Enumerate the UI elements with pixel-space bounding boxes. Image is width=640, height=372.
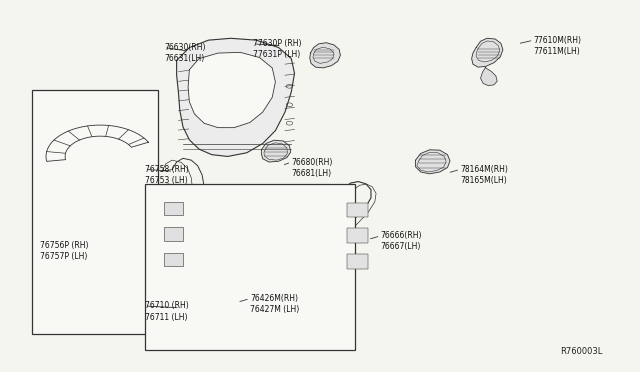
Bar bbox=[164, 202, 183, 215]
Text: 76711 (LH): 76711 (LH) bbox=[145, 312, 188, 321]
Polygon shape bbox=[481, 67, 497, 86]
Polygon shape bbox=[415, 150, 450, 174]
Polygon shape bbox=[177, 310, 262, 329]
Text: 76756P (RH): 76756P (RH) bbox=[40, 241, 88, 250]
Polygon shape bbox=[472, 38, 503, 67]
Polygon shape bbox=[261, 140, 291, 162]
Text: 76758 (RH): 76758 (RH) bbox=[145, 165, 189, 174]
Text: 76631(LH): 76631(LH) bbox=[164, 54, 204, 63]
Text: 76710 (RH): 76710 (RH) bbox=[145, 301, 189, 311]
Text: 77631P (LH): 77631P (LH) bbox=[253, 51, 300, 60]
Bar bbox=[347, 228, 368, 243]
Polygon shape bbox=[83, 289, 90, 298]
Polygon shape bbox=[177, 38, 294, 157]
Text: 76681(LH): 76681(LH) bbox=[291, 169, 332, 177]
Text: 76680(RH): 76680(RH) bbox=[291, 157, 333, 167]
Text: 76630(RH): 76630(RH) bbox=[164, 43, 205, 52]
Text: 76666(RH): 76666(RH) bbox=[381, 231, 422, 240]
Text: 78164M(RH): 78164M(RH) bbox=[460, 165, 508, 174]
Text: 76753 (LH): 76753 (LH) bbox=[145, 176, 188, 185]
Text: 76426M(RH): 76426M(RH) bbox=[250, 294, 298, 303]
Text: 78165M(LH): 78165M(LH) bbox=[460, 176, 507, 185]
Text: 76757P (LH): 76757P (LH) bbox=[40, 251, 87, 261]
Bar bbox=[164, 253, 183, 266]
Bar bbox=[145, 184, 355, 350]
Text: 77611M(LH): 77611M(LH) bbox=[534, 47, 580, 56]
Polygon shape bbox=[46, 125, 148, 161]
Bar bbox=[164, 227, 183, 241]
Polygon shape bbox=[188, 52, 275, 128]
Text: 76427M (LH): 76427M (LH) bbox=[250, 305, 299, 314]
Text: R760003L: R760003L bbox=[560, 347, 602, 356]
Polygon shape bbox=[310, 43, 340, 68]
Text: 77630P (RH): 77630P (RH) bbox=[253, 39, 301, 48]
Bar bbox=[347, 203, 368, 217]
Bar bbox=[347, 254, 368, 269]
Text: 76667(LH): 76667(LH) bbox=[381, 243, 421, 251]
Bar bbox=[32, 90, 157, 334]
Text: 77610M(RH): 77610M(RH) bbox=[534, 36, 582, 45]
